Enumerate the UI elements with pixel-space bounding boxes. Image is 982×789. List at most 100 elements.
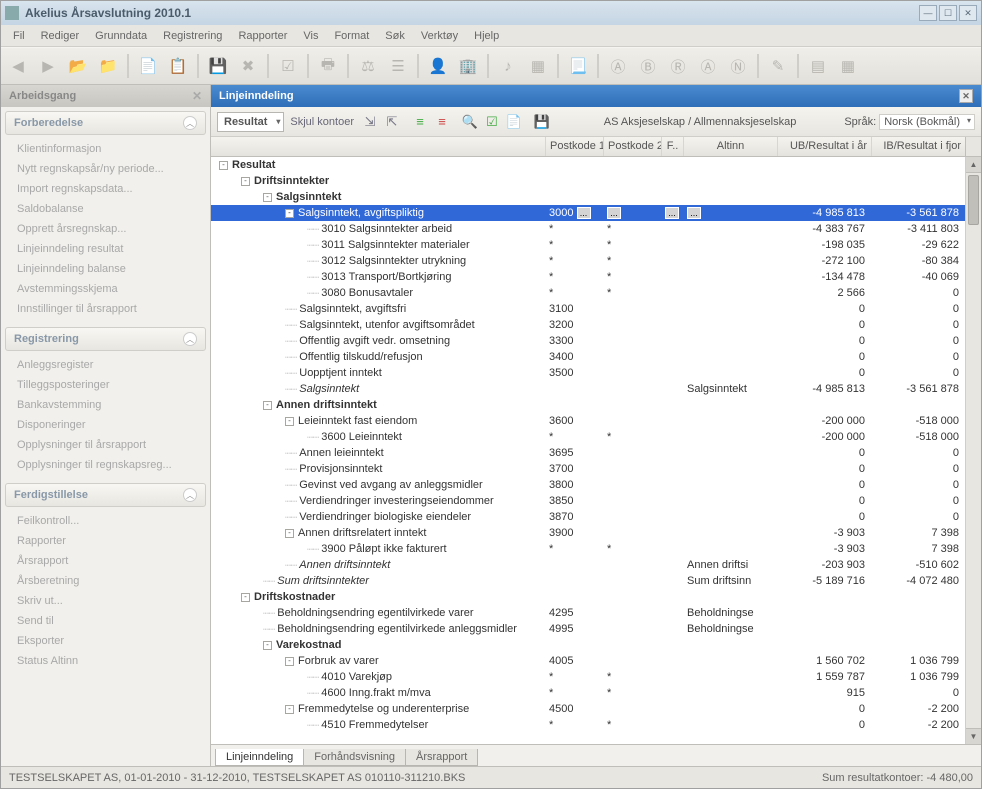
- sidebar-item[interactable]: Opplysninger til regnskapsreg...: [5, 455, 206, 475]
- main-panel-close-icon[interactable]: ✕: [959, 89, 973, 103]
- sidebar-item[interactable]: Skriv ut...: [5, 591, 206, 611]
- sidebar-item[interactable]: Import regnskapsdata...: [5, 179, 206, 199]
- grid2-icon[interactable]: ▦: [835, 53, 861, 79]
- table-row[interactable]: ┈┈Sum driftsinntekterSum driftsinn-5 189…: [211, 573, 965, 589]
- collapse-icon[interactable]: -: [263, 193, 272, 202]
- page-icon[interactable]: 📄: [504, 112, 524, 132]
- collapse-icon[interactable]: -: [241, 593, 250, 602]
- delete-icon[interactable]: ✖: [235, 53, 261, 79]
- sidebar-item[interactable]: Årsrapport: [5, 551, 206, 571]
- sidebar-item[interactable]: Status Altinn: [5, 651, 206, 671]
- folder-icon[interactable]: 📁: [95, 53, 121, 79]
- table-row[interactable]: ┈┈4510 Fremmedytelser**0-2 200: [211, 717, 965, 733]
- sidebar-item[interactable]: Saldobalanse: [5, 199, 206, 219]
- table-row[interactable]: ┈┈3900 Påløpt ikke fakturert**-3 9037 39…: [211, 541, 965, 557]
- table-row[interactable]: ┈┈3012 Salgsinntekter utrykning**-272 10…: [211, 253, 965, 269]
- table-row[interactable]: ┈┈4600 Inng.frakt m/mva**9150: [211, 685, 965, 701]
- letter-a2-icon[interactable]: Ⓐ: [695, 53, 721, 79]
- tree2-icon[interactable]: ⇱: [382, 112, 402, 132]
- sidebar-item[interactable]: Eksporter: [5, 631, 206, 651]
- save-icon[interactable]: 💾: [205, 53, 231, 79]
- paste-icon[interactable]: 📋: [165, 53, 191, 79]
- menu-item-grunndata[interactable]: Grunndata: [87, 27, 155, 45]
- col-f[interactable]: F..: [661, 137, 683, 156]
- table-row[interactable]: ┈┈4010 Varekjøp**1 559 7871 036 799: [211, 669, 965, 685]
- table-row[interactable]: ┈┈Beholdningsendring egentilvirkede anle…: [211, 621, 965, 637]
- lang-dropdown[interactable]: Norsk (Bokmål): [879, 114, 975, 130]
- table-row[interactable]: ┈┈Offentlig avgift vedr. omsetning330000: [211, 333, 965, 349]
- table-row[interactable]: ┈┈Salgsinntekt, avgiftsfri310000: [211, 301, 965, 317]
- close-button[interactable]: ✕: [959, 5, 977, 21]
- collapse-icon[interactable]: -: [263, 641, 272, 650]
- sidebar-item[interactable]: Opplysninger til årsrapport: [5, 435, 206, 455]
- search-icon[interactable]: 🔍: [460, 112, 480, 132]
- bottom-tab[interactable]: Forhåndsvisning: [303, 749, 406, 766]
- print-icon[interactable]: 🖶: [315, 53, 341, 79]
- table-row[interactable]: ┈┈3600 Leieinntekt**-200 000-518 000: [211, 429, 965, 445]
- collapse-icon[interactable]: -: [285, 417, 294, 426]
- wand-icon[interactable]: ✎: [765, 53, 791, 79]
- chevron-up-icon[interactable]: ︿: [183, 488, 197, 502]
- menu-item-verktøy[interactable]: Verktøy: [413, 27, 466, 45]
- sidebar-section-header[interactable]: Forberedelse︿: [5, 111, 206, 135]
- table-row[interactable]: ┈┈3013 Transport/Bortkjøring**-134 478-4…: [211, 269, 965, 285]
- table-row[interactable]: -Annen driftsinntekt: [211, 397, 965, 413]
- open-icon[interactable]: 📂: [65, 53, 91, 79]
- sidebar-item[interactable]: Rapporter: [5, 531, 206, 551]
- check-icon[interactable]: ☑: [275, 53, 301, 79]
- sidebar-item[interactable]: Feilkontroll...: [5, 511, 206, 531]
- vertical-scrollbar[interactable]: ▲ ▼: [965, 157, 981, 744]
- collapse-icon[interactable]: -: [241, 177, 250, 186]
- table-row[interactable]: ┈┈Provisjonsinntekt370000: [211, 461, 965, 477]
- table-row[interactable]: ┈┈Gevinst ved avgang av anleggsmidler380…: [211, 477, 965, 493]
- table-row[interactable]: ┈┈Annen driftsinntektAnnen driftsi-203 9…: [211, 557, 965, 573]
- table-row[interactable]: -Salgsinntekt: [211, 189, 965, 205]
- sidebar-item[interactable]: Bankavstemming: [5, 395, 206, 415]
- ellipsis-button[interactable]: ...: [607, 207, 621, 219]
- back-button[interactable]: ◀: [5, 53, 31, 79]
- menu-item-registrering[interactable]: Registrering: [155, 27, 230, 45]
- table-icon[interactable]: ▦: [525, 53, 551, 79]
- table-row[interactable]: ┈┈3011 Salgsinntekter materialer**-198 0…: [211, 237, 965, 253]
- sidebar-item[interactable]: Opprett årsregnskap...: [5, 219, 206, 239]
- table-row[interactable]: -Annen driftsrelatert inntekt3900-3 9037…: [211, 525, 965, 541]
- table-row[interactable]: ┈┈Beholdningsendring egentilvirkede vare…: [211, 605, 965, 621]
- red-icon[interactable]: ≡: [432, 112, 452, 132]
- sidebar-item[interactable]: Innstillinger til årsrapport: [5, 299, 206, 319]
- letter-b-icon[interactable]: Ⓑ: [635, 53, 661, 79]
- sidebar-item[interactable]: Linjeinndeling balanse: [5, 259, 206, 279]
- ellipsis-button[interactable]: ...: [665, 207, 679, 219]
- sidebar-section-header[interactable]: Registrering︿: [5, 327, 206, 351]
- sidebar-item[interactable]: Tilleggsposteringer: [5, 375, 206, 395]
- table-row[interactable]: -Varekostnad: [211, 637, 965, 653]
- sidebar-section-header[interactable]: Ferdigstillelse︿: [5, 483, 206, 507]
- green-icon[interactable]: ≡: [410, 112, 430, 132]
- collapse-icon[interactable]: -: [219, 161, 228, 170]
- forward-button[interactable]: ▶: [35, 53, 61, 79]
- sidebar-close-icon[interactable]: ✕: [192, 89, 202, 103]
- user-icon[interactable]: 👤: [425, 53, 451, 79]
- table-row[interactable]: ┈┈3080 Bonusavtaler**2 5660: [211, 285, 965, 301]
- balance-icon[interactable]: ⚖: [355, 53, 381, 79]
- table-row[interactable]: ┈┈Verdiendringer biologiske eiendeler387…: [211, 509, 965, 525]
- tree-icon[interactable]: ⇲: [360, 112, 380, 132]
- table-row[interactable]: -Driftskostnader: [211, 589, 965, 605]
- grid1-icon[interactable]: ▤: [805, 53, 831, 79]
- doc-icon[interactable]: 📃: [565, 53, 591, 79]
- table-row[interactable]: -Forbruk av varer40051 560 7021 036 799: [211, 653, 965, 669]
- col-postkode2[interactable]: Postkode 2: [603, 137, 661, 156]
- sidebar-item[interactable]: Klientinformasjon: [5, 139, 206, 159]
- note-icon[interactable]: ♪: [495, 53, 521, 79]
- table-row[interactable]: -Resultat: [211, 157, 965, 173]
- table-row[interactable]: ┈┈SalgsinntektSalgsinntekt-4 985 813-3 5…: [211, 381, 965, 397]
- table-row[interactable]: -Driftsinntekter: [211, 173, 965, 189]
- table-row[interactable]: ┈┈Verdiendringer investeringseiendommer3…: [211, 493, 965, 509]
- building-icon[interactable]: 🏢: [455, 53, 481, 79]
- collapse-icon[interactable]: -: [285, 209, 294, 218]
- sidebar-item[interactable]: Avstemmingsskjema: [5, 279, 206, 299]
- scroll-up-icon[interactable]: ▲: [966, 157, 981, 173]
- title-bar[interactable]: Akelius Årsavslutning 2010.1 — ☐ ✕: [1, 1, 981, 25]
- save-icon-sec[interactable]: 💾: [532, 112, 552, 132]
- sidebar-item[interactable]: Linjeinndeling resultat: [5, 239, 206, 259]
- ellipsis-button[interactable]: ...: [577, 207, 591, 219]
